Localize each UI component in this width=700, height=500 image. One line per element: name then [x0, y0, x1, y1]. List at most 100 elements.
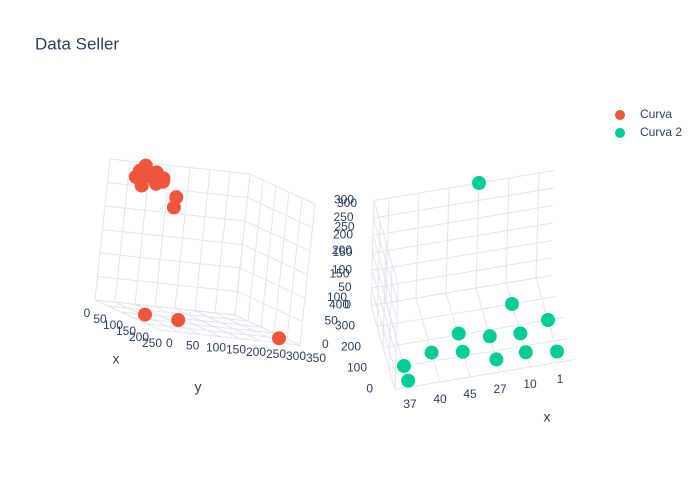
grid-line: [154, 305, 221, 337]
y-tick-label: 300: [335, 319, 355, 333]
y-tick-label: 150: [226, 343, 246, 357]
y-tick-label: 0: [366, 382, 373, 396]
z-tick-label: 250: [333, 210, 353, 224]
point: [401, 373, 416, 388]
grid-line: [109, 158, 251, 175]
z-tick-label: 150: [332, 245, 352, 259]
point: [138, 307, 152, 322]
point: [397, 359, 411, 373]
z-tick-label: 0: [344, 298, 351, 312]
z-tick-label: 200: [333, 228, 353, 242]
x-tick-label: 27: [493, 382, 507, 396]
z-tick-label: 50: [325, 314, 339, 328]
grid-line: [371, 240, 553, 271]
point: [472, 176, 486, 190]
x-tick-label: 1: [557, 372, 564, 386]
grid-line: [372, 222, 553, 254]
x-axis-title: x: [113, 351, 120, 367]
grid-line: [373, 187, 554, 219]
x-tick-label: 37: [403, 397, 417, 411]
point: [550, 344, 564, 359]
point: [541, 313, 555, 327]
point: [505, 297, 519, 311]
z-tick-label: 200: [332, 243, 352, 257]
y-tick-label: 100: [206, 340, 226, 354]
grid-line: [373, 217, 398, 303]
z-tick-label: 100: [327, 290, 347, 304]
grid-line: [94, 299, 236, 316]
grid-line: [244, 220, 311, 252]
grid-line: [133, 317, 275, 334]
x-tick-label: 10: [523, 377, 537, 391]
z-tick-label: 150: [330, 267, 350, 281]
x-tick-label: 200: [129, 330, 149, 344]
grid-line: [371, 257, 552, 289]
z-tick-label: 50: [338, 280, 352, 294]
grid-line: [388, 338, 570, 369]
grid-line: [99, 252, 241, 269]
x-tick-label: 150: [116, 324, 136, 338]
x-tick-label: 0: [84, 306, 91, 320]
point: [513, 326, 528, 341]
grid-line: [102, 229, 243, 246]
chart-title: Data Seller: [35, 34, 119, 53]
grid-line: [371, 270, 397, 355]
grid-line: [371, 287, 396, 373]
legend-marker: [615, 110, 625, 120]
grid-line: [382, 317, 564, 348]
point: [424, 345, 439, 360]
point: [482, 329, 497, 344]
grid-line: [247, 197, 313, 229]
x-tick-label: 40: [433, 392, 447, 406]
x-tick-label: 250: [142, 336, 162, 350]
point: [128, 169, 143, 184]
y-tick-label: 200: [246, 345, 266, 359]
grid-line: [107, 182, 248, 199]
grid-line: [237, 291, 303, 323]
grid-line: [239, 267, 306, 299]
point: [272, 331, 286, 346]
grid-line: [194, 310, 261, 342]
grid-line: [372, 235, 398, 320]
x-axis-title: x: [544, 409, 551, 425]
z-tick-label: 0: [322, 337, 329, 351]
grid-line: [242, 244, 308, 276]
grid-line: [394, 359, 576, 390]
x-tick-label: 50: [93, 312, 107, 326]
point: [138, 158, 153, 173]
y-tick-label: 250: [266, 347, 286, 361]
grid-line: [370, 275, 552, 306]
z-tick-label: 300: [337, 196, 357, 210]
z-tick-label: 300: [334, 193, 354, 207]
grid-line: [372, 205, 554, 236]
legend-label: Curva 2: [640, 125, 682, 139]
grid-line: [376, 296, 558, 327]
y-tick-label: 100: [347, 361, 367, 375]
legend-marker: [615, 128, 625, 138]
y-tick-label: 300: [286, 349, 306, 363]
point: [149, 165, 164, 180]
point: [171, 312, 186, 327]
grid-line: [146, 323, 288, 340]
z-tick-label: 100: [332, 263, 352, 277]
x-tick-label: 100: [103, 318, 123, 332]
grid-line: [370, 305, 396, 390]
grid-line: [373, 200, 399, 285]
x-tick-label: 45: [463, 387, 477, 401]
point: [166, 200, 181, 215]
grid-line: [372, 252, 397, 338]
grid-line: [94, 299, 161, 331]
z-tick-label: 250: [335, 220, 355, 234]
legend-label: Curva: [640, 107, 672, 121]
y-tick-label: 400: [329, 298, 349, 312]
grid-line: [174, 308, 241, 340]
grid-line: [214, 312, 281, 344]
y-tick-label: 0: [166, 336, 173, 350]
point: [451, 326, 466, 341]
point: [518, 345, 533, 360]
point: [455, 344, 470, 359]
y-axis-title: y: [195, 379, 202, 395]
grid-line: [249, 173, 316, 205]
y-tick-label: 200: [341, 340, 361, 354]
